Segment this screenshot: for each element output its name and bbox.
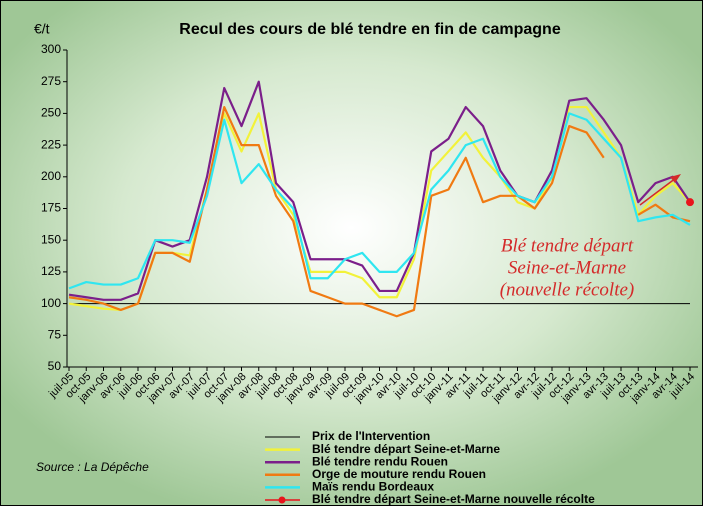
- series-line: [68, 112, 691, 290]
- legend-label: Blé tendre départ Seine-et-Marne: [312, 442, 500, 456]
- legend-label: Prix de l'Intervention: [312, 429, 430, 443]
- annotation: Seine-et-Marne: [508, 257, 626, 278]
- legend-label: Orge de mouture rendu Rouen: [312, 467, 486, 481]
- annotation-arrowhead: [670, 174, 681, 183]
- marker: [686, 198, 694, 207]
- y-tick-label: 150: [41, 232, 61, 246]
- annotation: (nouvelle récolte): [500, 279, 635, 300]
- y-unit: €/t: [34, 21, 50, 37]
- y-tick-label: 225: [41, 137, 61, 151]
- y-tick-label: 250: [41, 106, 61, 120]
- legend-marker: [278, 496, 286, 504]
- annotation-arrow: [639, 177, 677, 206]
- y-tick-label: 125: [41, 264, 61, 278]
- y-tick-label: 275: [41, 74, 61, 88]
- legend-label: Blé tendre rendu Rouen: [312, 454, 448, 468]
- source: Source : La Dépêche: [36, 460, 149, 474]
- legend-label: Maïs rendu Bordeaux: [312, 480, 434, 494]
- y-tick-label: 100: [41, 296, 61, 310]
- y-tick-label: 200: [41, 169, 61, 183]
- y-tick-label: 300: [41, 42, 61, 56]
- y-tick-label: 50: [48, 359, 62, 373]
- annotation: Blé tendre départ: [501, 235, 634, 256]
- series-line: [68, 80, 691, 301]
- legend-label: Blé tendre départ Seine-et-Marne nouvell…: [312, 492, 595, 506]
- y-tick-label: 175: [41, 201, 61, 215]
- y-tick-label: 75: [48, 327, 62, 341]
- chart-title: Recul des cours de blé tendre en fin de …: [179, 21, 561, 38]
